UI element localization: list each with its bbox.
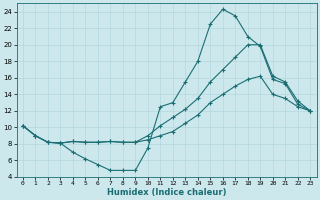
X-axis label: Humidex (Indice chaleur): Humidex (Indice chaleur): [107, 188, 226, 197]
